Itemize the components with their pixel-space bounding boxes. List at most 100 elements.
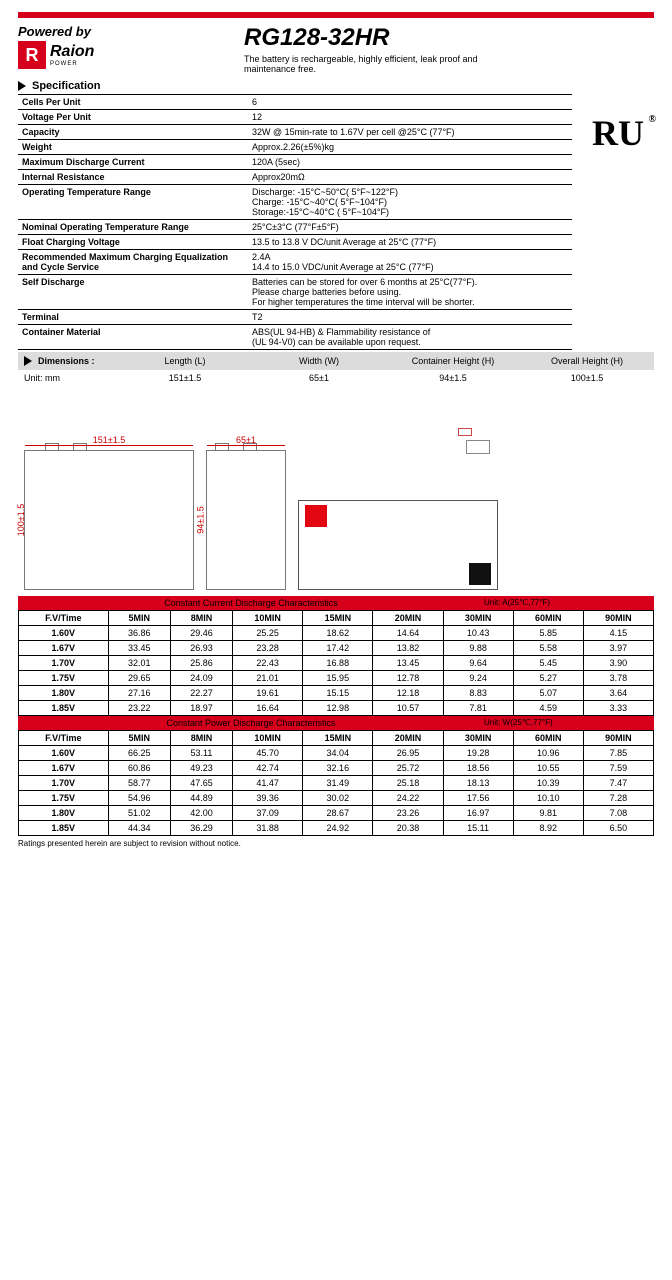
discharge-title: Constant Current Discharge Characteristi… [18, 598, 484, 608]
dimensions-value-row: Unit: mm 151±1.5 65±1 94±1.5 100±1.5 [18, 370, 654, 386]
table-row: 1.80V27.1622.2719.6115.1512.188.835.073.… [19, 686, 654, 701]
table-cell: 26.95 [373, 746, 443, 761]
table-cell: 17.42 [303, 641, 373, 656]
model-subtitle: The battery is rechargeable, highly effi… [244, 54, 504, 74]
dim-col-length: Length (L) [118, 352, 252, 370]
table-cell: 60.86 [108, 761, 170, 776]
table-cell: 3.64 [583, 686, 653, 701]
table-cell: 22.27 [170, 686, 232, 701]
spec-row-value: T2 [248, 310, 572, 325]
spec-row-value: 12 [248, 110, 572, 125]
table-cell: 34.04 [303, 746, 373, 761]
table-cell: 5.07 [513, 686, 583, 701]
spec-row-value: Batteries can be stored for over 6 month… [248, 275, 572, 310]
table-cell: 23.22 [108, 701, 170, 716]
table-cell: 66.25 [108, 746, 170, 761]
spec-row-value: 120A (5sec) [248, 155, 572, 170]
discharge-unit: Unit: W(25℃,77°F) [484, 718, 654, 728]
table-cell: 15.95 [303, 671, 373, 686]
spec-row-label: Voltage Per Unit [18, 110, 248, 125]
table-cell: 22.43 [233, 656, 303, 671]
table-cell: 36.86 [108, 626, 170, 641]
spec-row: Float Charging Voltage13.5 to 13.8 V DC/… [18, 235, 572, 250]
table-cell: 26.93 [170, 641, 232, 656]
table-cell: 4.59 [513, 701, 583, 716]
table-cell: 9.81 [513, 806, 583, 821]
spec-row-label: Self Discharge [18, 275, 248, 310]
table-cell: 36.29 [170, 821, 232, 836]
spec-row-label: Nominal Operating Temperature Range [18, 220, 248, 235]
table-cell: 1.70V [19, 656, 109, 671]
spec-row-label: Maximum Discharge Current [18, 155, 248, 170]
table-cell: 8.83 [443, 686, 513, 701]
table-cell: 31.88 [233, 821, 303, 836]
table-cell: 10.57 [373, 701, 443, 716]
table-cell: 1.80V [19, 686, 109, 701]
table-cell: 19.28 [443, 746, 513, 761]
logo-icon: R [18, 41, 46, 69]
table-cell: 19.61 [233, 686, 303, 701]
spec-row: Operating Temperature RangeDischarge: -1… [18, 185, 572, 220]
table-cell: 3.97 [583, 641, 653, 656]
table-header-cell: 10MIN [233, 611, 303, 626]
table-cell: 12.18 [373, 686, 443, 701]
table-cell: 7.81 [443, 701, 513, 716]
table-row: 1.67V33.4526.9323.2817.4213.829.885.583.… [19, 641, 654, 656]
table-cell: 17.56 [443, 791, 513, 806]
table-cell: 7.47 [583, 776, 653, 791]
spec-row-value: 6 [248, 95, 572, 110]
discharge-title: Constant Power Discharge Characteristics [18, 718, 484, 728]
table-cell: 10.10 [513, 791, 583, 806]
model-number: RG128-32HR [244, 24, 504, 52]
top-accent-bar [18, 12, 654, 18]
table-cell: 5.58 [513, 641, 583, 656]
table-cell: 28.67 [303, 806, 373, 821]
discharge-table: F.V/Time5MIN8MIN10MIN15MIN20MIN30MIN60MI… [18, 730, 654, 836]
table-cell: 47.65 [170, 776, 232, 791]
table-cell: 21.01 [233, 671, 303, 686]
table-cell: 32.16 [303, 761, 373, 776]
table-cell: 15.15 [303, 686, 373, 701]
table-header-cell: 15MIN [303, 611, 373, 626]
table-cell: 13.45 [373, 656, 443, 671]
table-cell: 42.00 [170, 806, 232, 821]
table-row: 1.75V29.6524.0921.0115.9512.789.245.273.… [19, 671, 654, 686]
dim-width-label: 65±1 [207, 435, 285, 446]
table-cell: 9.24 [443, 671, 513, 686]
table-cell: 27.16 [108, 686, 170, 701]
table-header-cell: 8MIN [170, 731, 232, 746]
spec-row-label: Float Charging Voltage [18, 235, 248, 250]
table-row: 1.80V51.0242.0037.0928.6723.2616.979.817… [19, 806, 654, 821]
table-cell: 39.36 [233, 791, 303, 806]
powered-by-label: Powered by [18, 24, 94, 39]
table-header-cell: 60MIN [513, 611, 583, 626]
positive-terminal-icon [305, 505, 327, 527]
dim-col-width: Width (W) [252, 352, 386, 370]
table-cell: 18.56 [443, 761, 513, 776]
table-cell: 49.23 [170, 761, 232, 776]
dimensions-header-row: Dimensions : Length (L) Width (W) Contai… [18, 352, 654, 370]
table-header-cell: F.V/Time [19, 611, 109, 626]
title-block: RG128-32HR The battery is rechargeable, … [244, 24, 504, 74]
table-cell: 1.60V [19, 746, 109, 761]
table-cell: 31.49 [303, 776, 373, 791]
table-row: 1.70V32.0125.8622.4316.8813.459.645.453.… [19, 656, 654, 671]
dim-length-label: 151±1.5 [25, 435, 193, 446]
spec-row-value: 2.4A 14.4 to 15.0 VDC/unit Average at 25… [248, 250, 572, 275]
table-cell: 7.08 [583, 806, 653, 821]
table-cell: 24.22 [373, 791, 443, 806]
brand-block: Powered by R Raion POWER [18, 24, 94, 69]
table-cell: 1.67V [19, 761, 109, 776]
spec-row-label: Terminal [18, 310, 248, 325]
table-cell: 51.02 [108, 806, 170, 821]
dim-cheight-label: 94±1.5 [196, 506, 206, 533]
spec-row: Maximum Discharge Current120A (5sec) [18, 155, 572, 170]
table-cell: 1.75V [19, 791, 109, 806]
table-cell: 25.18 [373, 776, 443, 791]
table-cell: 44.34 [108, 821, 170, 836]
spec-row: Recommended Maximum Charging Equalizatio… [18, 250, 572, 275]
table-cell: 44.89 [170, 791, 232, 806]
table-header-cell: 8MIN [170, 611, 232, 626]
table-cell: 33.45 [108, 641, 170, 656]
spec-row-value: ABS(UL 94-HB) & Flammability resistance … [248, 325, 572, 350]
